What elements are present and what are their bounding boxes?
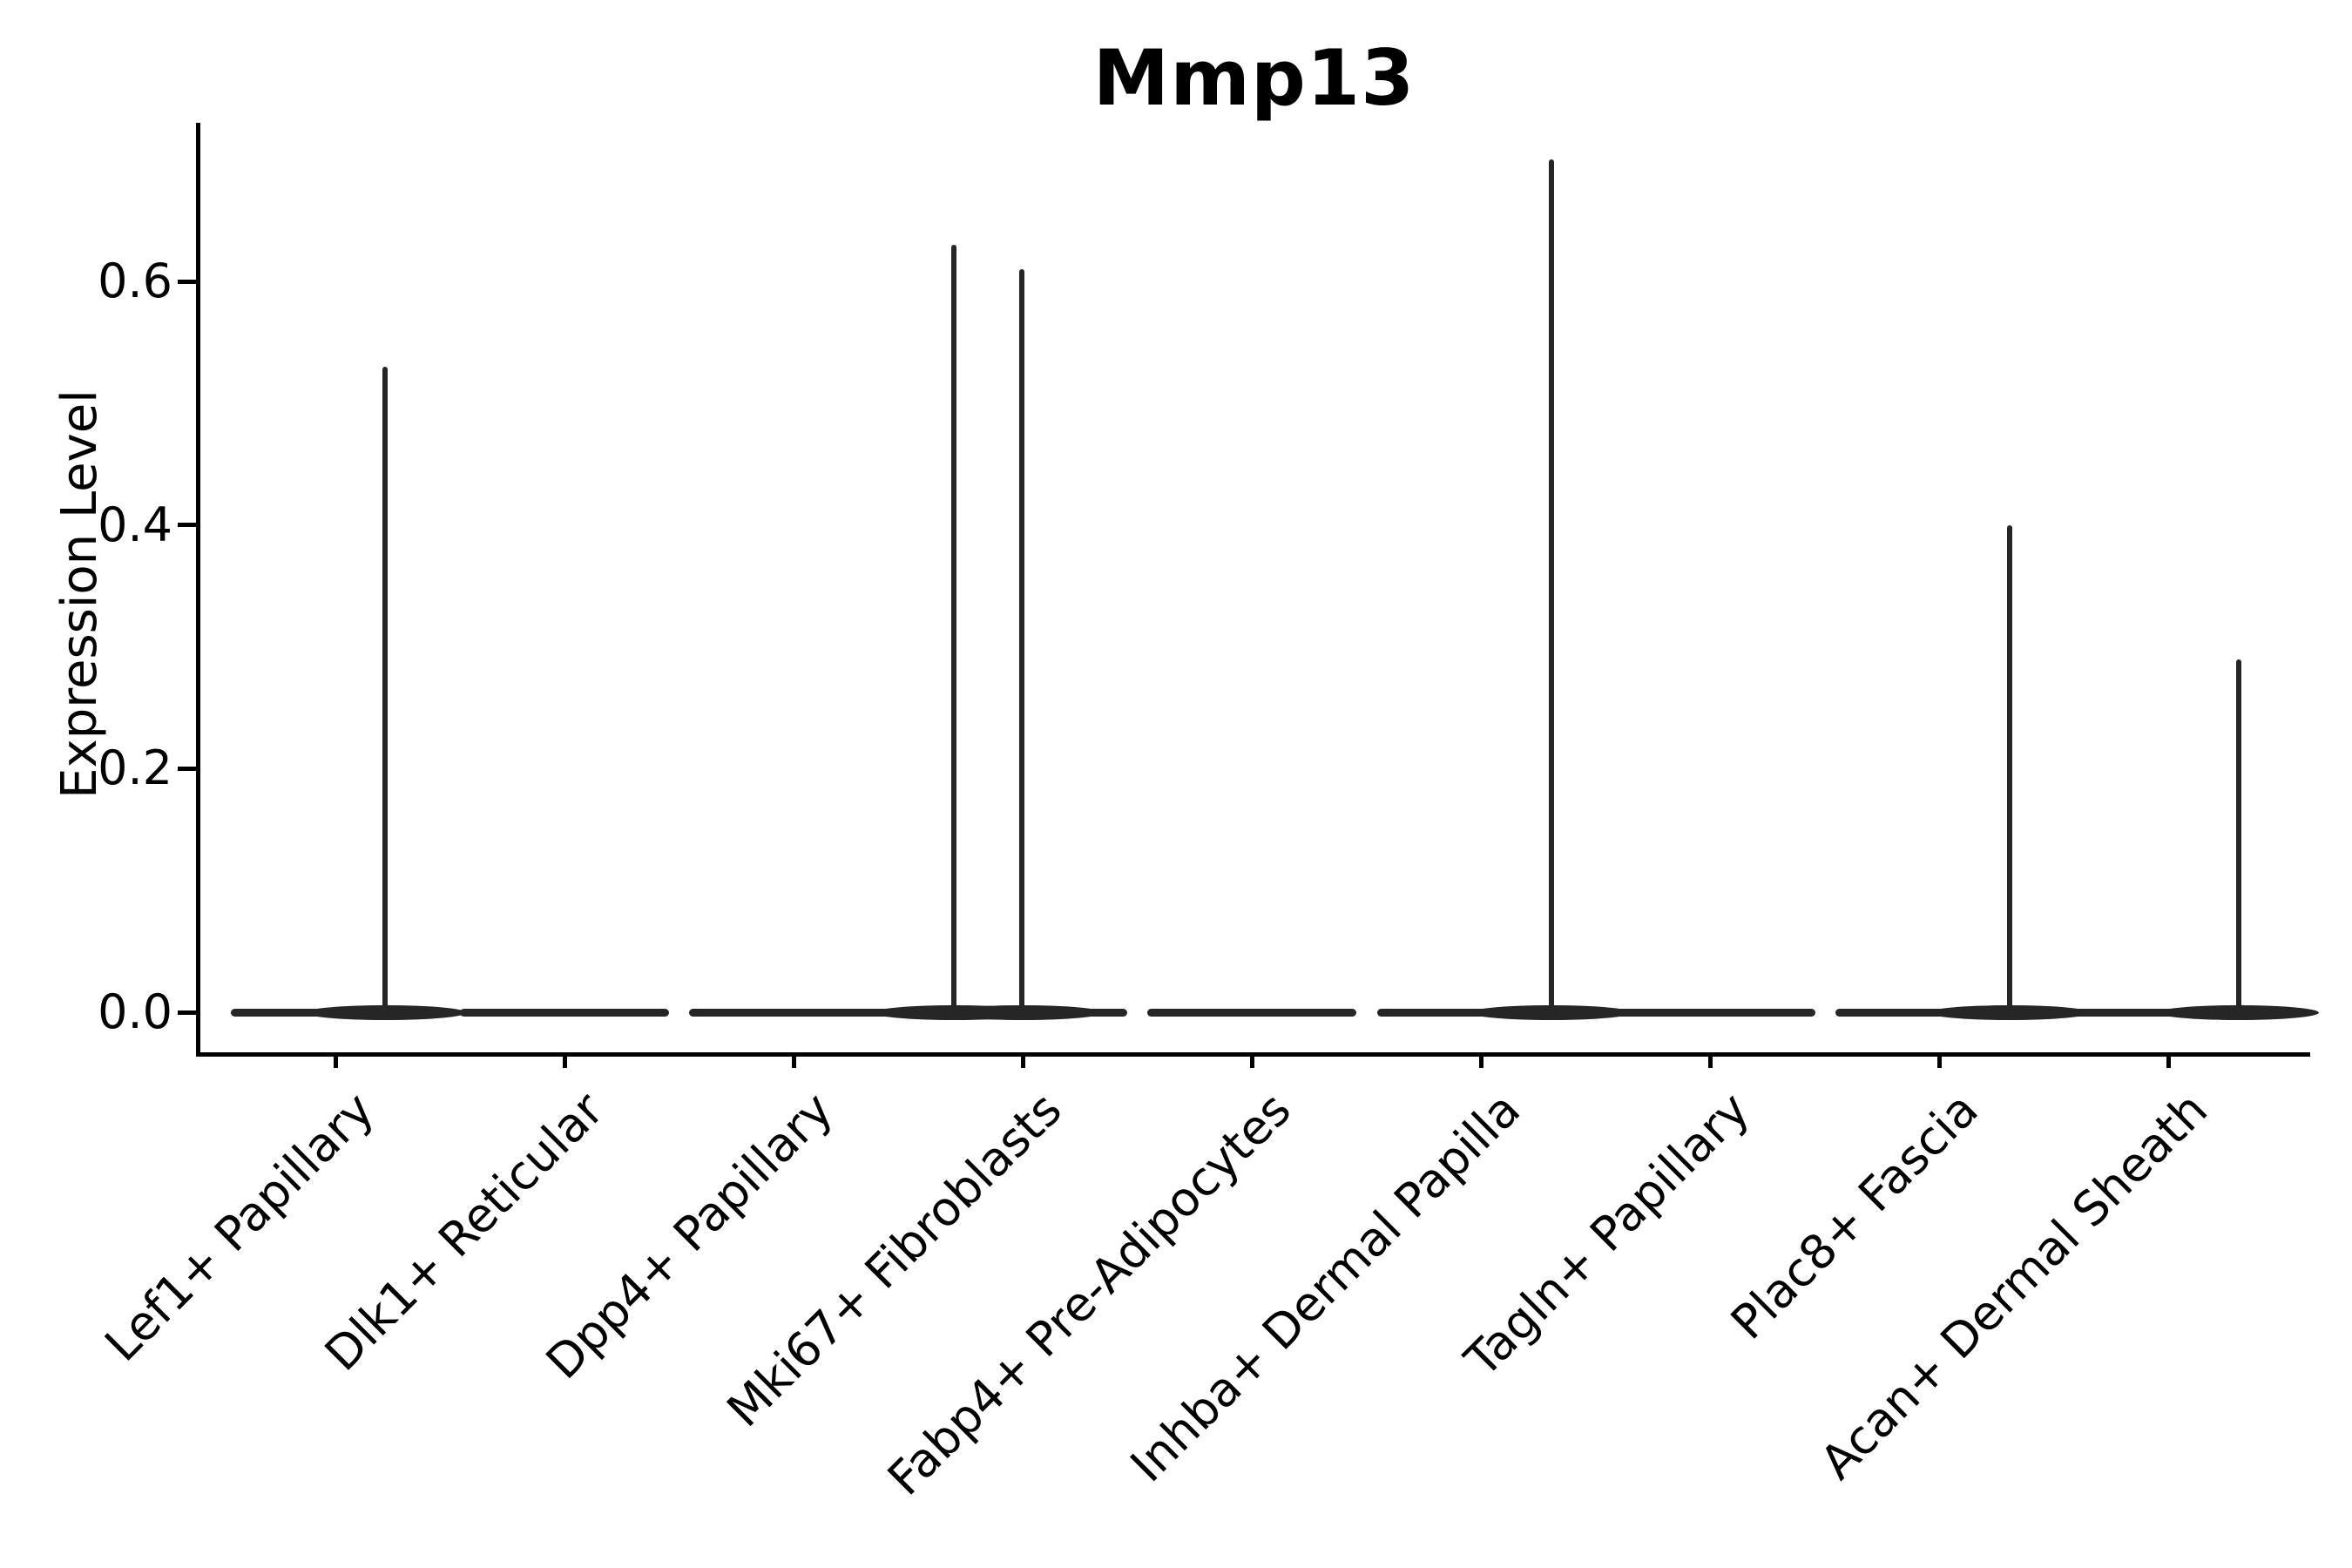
violin-bump — [304, 1004, 466, 1020]
x-tick-label: Plac8+ Fascia — [1720, 1081, 1990, 1350]
y-tick-mark — [178, 766, 197, 771]
y-tick-label: 0.4 — [98, 497, 172, 552]
x-tick-mark — [1937, 1052, 1943, 1068]
violin-spike — [382, 367, 388, 1012]
y-axis-spine — [196, 123, 200, 1057]
violin-spike — [1019, 269, 1025, 1012]
violin-bump — [1470, 1004, 1632, 1020]
violin-bump — [2158, 1004, 2320, 1020]
x-tick-mark — [1249, 1052, 1254, 1068]
y-tick-mark — [178, 523, 197, 528]
y-tick-label: 0.6 — [98, 253, 172, 309]
x-tick-mark — [1479, 1052, 1484, 1068]
x-tick-mark — [1708, 1052, 1713, 1068]
x-tick-mark — [562, 1052, 567, 1068]
x-tick-mark — [1020, 1052, 1025, 1068]
y-tick-mark — [178, 279, 197, 284]
x-tick-mark — [791, 1052, 796, 1068]
chart-title: Mmp13 — [1092, 33, 1416, 123]
y-tick-mark — [178, 1010, 197, 1015]
x-tick-label: Fabp4+ Pre-Adipocytes — [877, 1081, 1301, 1506]
x-tick-label: Acan+ Dermal Sheath — [1809, 1081, 2219, 1490]
violin-base — [1605, 1008, 1815, 1017]
violin-spike — [2235, 659, 2241, 1012]
violin-bump — [941, 1004, 1103, 1020]
violin-bump — [1929, 1004, 2091, 1020]
violin-spike — [951, 245, 957, 1012]
y-tick-label: 0.2 — [98, 740, 172, 796]
violin-spike — [1548, 159, 1554, 1012]
x-tick-label: Inhba+ Dermal Papilla — [1119, 1081, 1531, 1493]
x-tick-mark — [2166, 1052, 2172, 1068]
x-tick-mark — [333, 1052, 338, 1068]
violin-base — [460, 1008, 670, 1017]
y-tick-label: 0.0 — [98, 984, 172, 1039]
violin-base — [689, 1008, 899, 1017]
violin-base — [1147, 1008, 1357, 1017]
violin-spike — [2006, 524, 2012, 1012]
